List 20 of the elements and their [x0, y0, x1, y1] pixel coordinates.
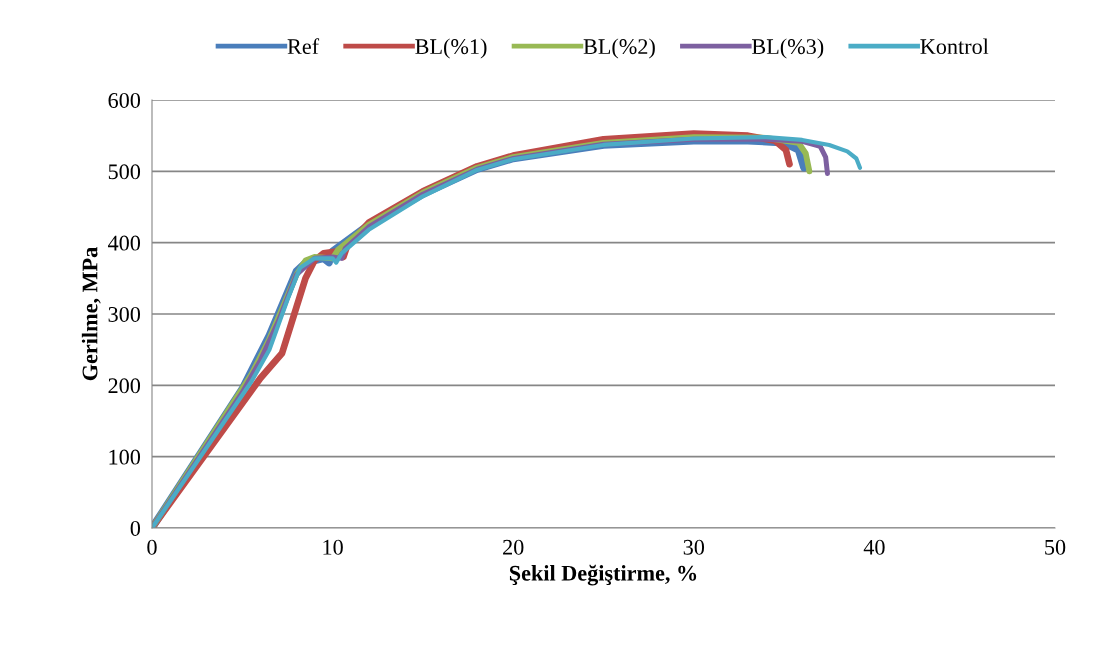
legend-label: BL(%2)	[583, 38, 655, 59]
legend-label: Ref	[287, 38, 320, 55]
y-tick-label: 200	[108, 378, 141, 394]
x-tick-label: 40	[863, 539, 885, 555]
y-tick-label: 100	[109, 449, 141, 465]
legend-label: BL(%1)	[415, 38, 487, 59]
x-tick-label: 20	[503, 539, 524, 555]
y-tick-label: 600	[108, 92, 141, 108]
x-tick-label: 30	[683, 539, 705, 555]
y-axis-title: Gerilme, MPa	[81, 247, 101, 381]
y-tick-label: 400	[107, 235, 141, 251]
legend-label: Kontrol	[920, 38, 989, 55]
legend-label: BL(%3)	[752, 38, 824, 59]
x-tick-label: 0	[147, 539, 157, 555]
x-tick-label: 10	[323, 539, 343, 555]
y-tick-label: 300	[108, 306, 141, 322]
x-tick-label: 50	[1045, 539, 1066, 555]
y-tick-label: 500	[108, 164, 141, 180]
x-axis-title: Şekil Değiştirme, %	[509, 564, 697, 586]
y-tick-label: 0	[130, 520, 141, 536]
